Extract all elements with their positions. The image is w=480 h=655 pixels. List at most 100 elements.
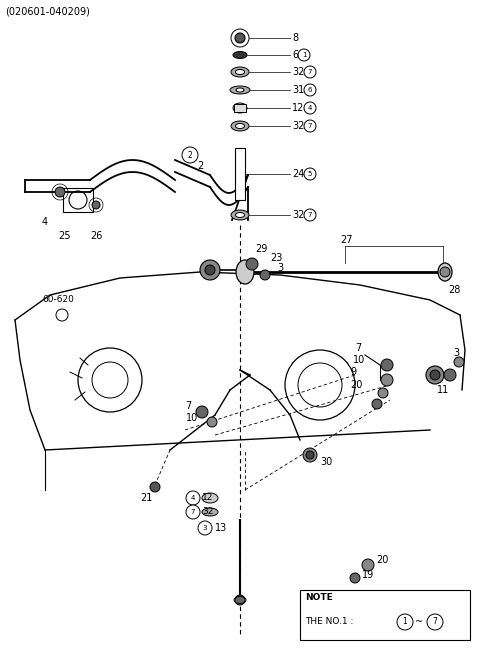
Circle shape [381,359,393,371]
Circle shape [186,505,200,519]
Text: 7: 7 [355,343,361,353]
Text: 21: 21 [140,493,152,503]
Text: 3: 3 [453,348,459,358]
Text: 7: 7 [191,509,195,515]
Circle shape [235,595,245,605]
Text: 2: 2 [197,161,203,171]
Text: 28: 28 [448,285,460,295]
Circle shape [372,399,382,409]
Ellipse shape [438,263,452,281]
Text: 2: 2 [188,151,192,160]
Circle shape [454,357,464,367]
Text: 10: 10 [186,413,198,423]
Text: 4: 4 [308,105,312,111]
Text: 1: 1 [403,618,408,626]
Text: 8: 8 [292,33,298,43]
Text: 20: 20 [350,380,362,390]
Text: 26: 26 [90,231,102,241]
Text: 9: 9 [350,367,356,377]
Text: 31: 31 [292,85,304,95]
Text: 24: 24 [292,169,304,179]
Circle shape [304,84,316,96]
Circle shape [444,369,456,381]
Text: 10: 10 [353,355,365,365]
Ellipse shape [236,88,244,92]
Circle shape [304,120,316,132]
Circle shape [430,370,440,380]
Text: 25: 25 [58,231,71,241]
Circle shape [55,187,65,197]
Ellipse shape [233,103,247,113]
Circle shape [306,451,314,459]
Bar [235,148,245,200]
Text: 32: 32 [292,121,304,131]
Text: THE NO.1 :: THE NO.1 : [305,618,353,626]
Circle shape [150,482,160,492]
Circle shape [246,258,258,270]
Circle shape [440,267,450,277]
Text: 1: 1 [302,52,306,58]
Ellipse shape [236,260,254,284]
Circle shape [235,33,245,43]
Ellipse shape [202,508,218,516]
Bar [234,104,246,112]
Ellipse shape [202,493,218,503]
Text: 7: 7 [308,123,312,129]
Text: 3: 3 [203,525,207,531]
Text: 7: 7 [308,212,312,218]
Ellipse shape [231,67,249,77]
Text: 32: 32 [202,508,214,517]
Text: 27: 27 [340,235,352,245]
Text: 7: 7 [308,69,312,75]
Ellipse shape [230,86,250,94]
Text: (020601-040209): (020601-040209) [5,7,90,17]
Text: 29: 29 [255,244,267,254]
Text: 3: 3 [277,263,283,273]
Text: 6: 6 [292,50,298,60]
Circle shape [303,448,317,462]
Circle shape [378,388,388,398]
Ellipse shape [236,69,244,75]
Text: 60-620: 60-620 [42,295,74,305]
Circle shape [427,614,443,630]
Circle shape [198,521,212,535]
Text: 6: 6 [308,87,312,93]
Text: 11: 11 [437,385,449,395]
Text: 5: 5 [308,171,312,177]
Text: ~: ~ [415,617,423,627]
Text: 7: 7 [185,401,191,411]
Circle shape [182,147,198,163]
Circle shape [200,260,220,280]
Circle shape [298,49,310,61]
Text: 7: 7 [432,618,437,626]
Text: 32: 32 [292,67,304,77]
Text: 32: 32 [292,210,304,220]
Bar [63,188,93,212]
Circle shape [362,559,374,571]
Circle shape [304,66,316,78]
Circle shape [205,265,215,275]
Text: 30: 30 [320,457,332,467]
Text: NOTE: NOTE [305,593,333,601]
Text: 4: 4 [191,495,195,501]
Ellipse shape [236,124,244,128]
Circle shape [260,270,270,280]
Ellipse shape [233,52,247,58]
Text: 20: 20 [376,555,388,565]
Text: 12: 12 [202,493,214,502]
Circle shape [350,573,360,583]
Circle shape [304,209,316,221]
Text: 13: 13 [215,523,227,533]
Circle shape [304,168,316,180]
Circle shape [196,406,208,418]
Text: 12: 12 [292,103,304,113]
Circle shape [381,374,393,386]
Circle shape [304,102,316,114]
Circle shape [207,417,217,427]
Circle shape [92,201,100,209]
Circle shape [397,614,413,630]
Text: 19: 19 [362,570,374,580]
Text: 23: 23 [270,253,282,263]
Bar [300,590,470,640]
Circle shape [186,491,200,505]
